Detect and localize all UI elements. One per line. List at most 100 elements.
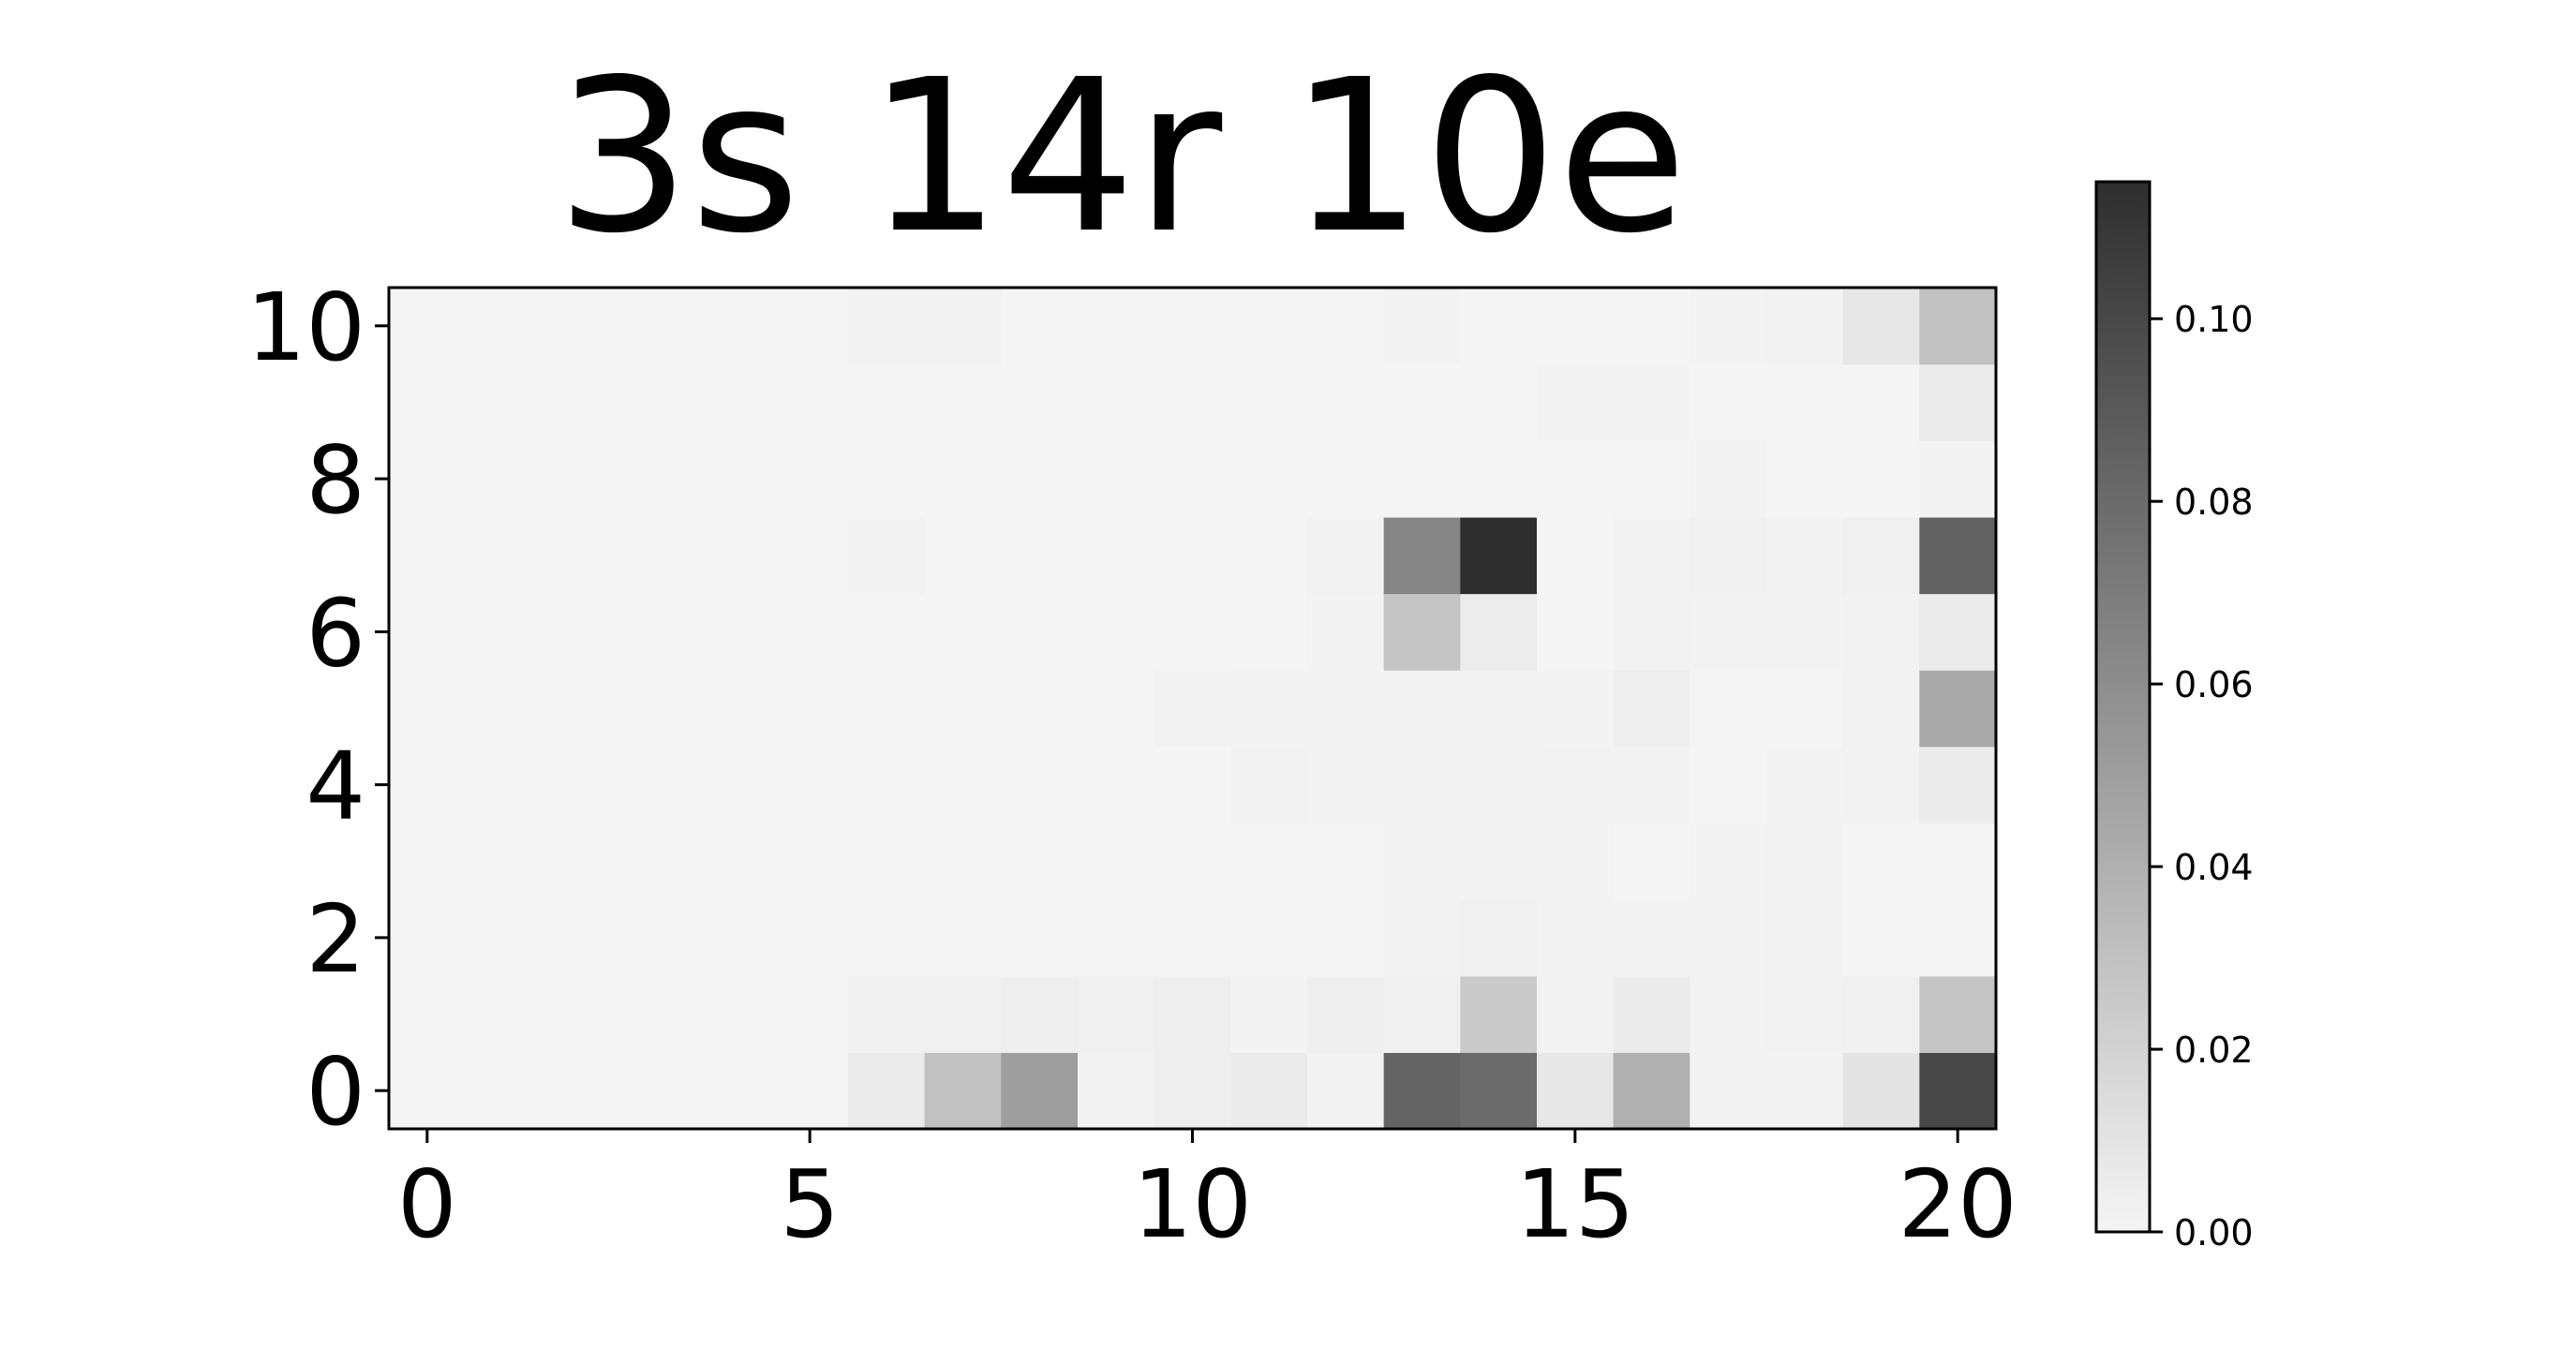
heatmap-cell <box>542 516 619 595</box>
heatmap-cell <box>1842 746 1920 824</box>
x-tick-label: 10 <box>1133 1149 1252 1259</box>
heatmap-cell <box>1919 1052 1997 1130</box>
heatmap-cell <box>1690 440 1767 518</box>
heatmap-cell <box>1766 593 1844 671</box>
heatmap-cell <box>1001 975 1079 1053</box>
heatmap-cell <box>1613 516 1690 595</box>
heatmap-cell <box>1537 593 1615 671</box>
heatmap-cell <box>1307 823 1385 900</box>
heatmap-cell <box>694 746 772 824</box>
heatmap-cell <box>1919 440 1997 518</box>
colorbar-tick-label: 0.02 <box>2174 1030 2254 1071</box>
heatmap-cell <box>1919 670 1997 748</box>
heatmap-cell <box>1613 823 1690 900</box>
heatmap-cell <box>1383 670 1461 748</box>
heatmap-cell <box>694 363 772 441</box>
heatmap-cell <box>1078 1052 1155 1130</box>
heatmap-cell <box>618 746 696 824</box>
heatmap-cell <box>694 516 772 595</box>
colorbar-ticks: 0.00 0.02 0.04 0.06 0.08 0.10 <box>2150 299 2254 1253</box>
heatmap-cell <box>924 593 1002 671</box>
heatmap-cell <box>1154 1052 1231 1130</box>
heatmap-cell <box>771 899 849 977</box>
heatmap-cell <box>771 746 849 824</box>
heatmap-cell <box>848 288 926 365</box>
heatmap-cell <box>771 1052 849 1130</box>
heatmap-cell <box>1842 670 1920 748</box>
heatmap-cell <box>1842 440 1920 518</box>
heatmap-cell <box>1307 593 1385 671</box>
heatmap-cell <box>1766 670 1844 748</box>
heatmap-cell <box>389 823 467 900</box>
heatmap-cell <box>1690 288 1767 365</box>
heatmap-cell <box>1766 746 1844 824</box>
heatmap-cell <box>1842 593 1920 671</box>
heatmap-cell <box>1919 899 1997 977</box>
heatmap-cell <box>1460 288 1538 365</box>
heatmap-cell <box>1154 823 1231 900</box>
heatmap-cell <box>542 288 619 365</box>
heatmap-cell <box>1307 746 1385 824</box>
heatmap-cell <box>1537 746 1615 824</box>
heatmap-cell <box>1230 593 1308 671</box>
heatmap-cell <box>771 670 849 748</box>
heatmap-cell <box>1383 1052 1461 1130</box>
heatmap-cell <box>465 288 543 365</box>
heatmap-cell <box>1307 899 1385 977</box>
heatmap-cell <box>924 975 1002 1053</box>
heatmap-cell <box>848 593 926 671</box>
heatmap-cell <box>1537 1052 1615 1130</box>
heatmap-cell <box>694 288 772 365</box>
heatmap-cell <box>1460 746 1538 824</box>
heatmap-cell <box>389 440 467 518</box>
y-tick-label: 2 <box>305 884 365 994</box>
heatmap-cell <box>1613 899 1690 977</box>
heatmap-cell <box>1460 440 1538 518</box>
x-tick-label: 15 <box>1515 1149 1634 1259</box>
heatmap-cell <box>1460 593 1538 671</box>
x-tick-label: 5 <box>780 1149 840 1259</box>
heatmap-cell <box>1690 975 1767 1053</box>
heatmap-cell <box>1154 670 1231 748</box>
heatmap-cell <box>694 899 772 977</box>
heatmap-cell <box>465 823 543 900</box>
heatmap-cell <box>694 670 772 748</box>
heatmap-cell <box>1383 516 1461 595</box>
heatmap-cell <box>1230 1052 1308 1130</box>
heatmap-cell <box>1537 899 1615 977</box>
heatmap-cell <box>1001 823 1079 900</box>
heatmap-cell <box>1001 746 1079 824</box>
heatmap-cell <box>1613 670 1690 748</box>
heatmap-cell <box>694 593 772 671</box>
heatmap-cell <box>542 746 619 824</box>
heatmap-cell <box>465 516 543 595</box>
heatmap-cell <box>1919 363 1997 441</box>
y-axis: 0 2 4 6 8 10 <box>246 273 389 1147</box>
heatmap-cell <box>542 440 619 518</box>
heatmap-cell <box>1613 363 1690 441</box>
heatmap-cell <box>1230 516 1308 595</box>
heatmap-cell <box>1001 593 1079 671</box>
heatmap-cell <box>1307 516 1385 595</box>
heatmap-cell <box>1690 363 1767 441</box>
heatmap-cell <box>1001 899 1079 977</box>
heatmap-cell <box>924 1052 1002 1130</box>
heatmap-cell <box>771 975 849 1053</box>
heatmap-cell <box>389 516 467 595</box>
heatmap-cell <box>1307 670 1385 748</box>
heatmap-cell <box>1613 746 1690 824</box>
heatmap-cell <box>924 746 1002 824</box>
heatmap-cell <box>1383 899 1461 977</box>
heatmap-cell <box>465 593 543 671</box>
heatmap-cell <box>1383 440 1461 518</box>
heatmap-cell <box>465 440 543 518</box>
heatmap-cell <box>1230 363 1308 441</box>
heatmap-cell <box>1537 363 1615 441</box>
heatmap-cell <box>618 516 696 595</box>
heatmap-cell <box>1460 975 1538 1053</box>
heatmap-cell <box>1460 363 1538 441</box>
heatmap-cell <box>1766 288 1844 365</box>
heatmap-cell <box>1690 746 1767 824</box>
heatmap-cell <box>1613 440 1690 518</box>
heatmap-cell <box>465 975 543 1053</box>
